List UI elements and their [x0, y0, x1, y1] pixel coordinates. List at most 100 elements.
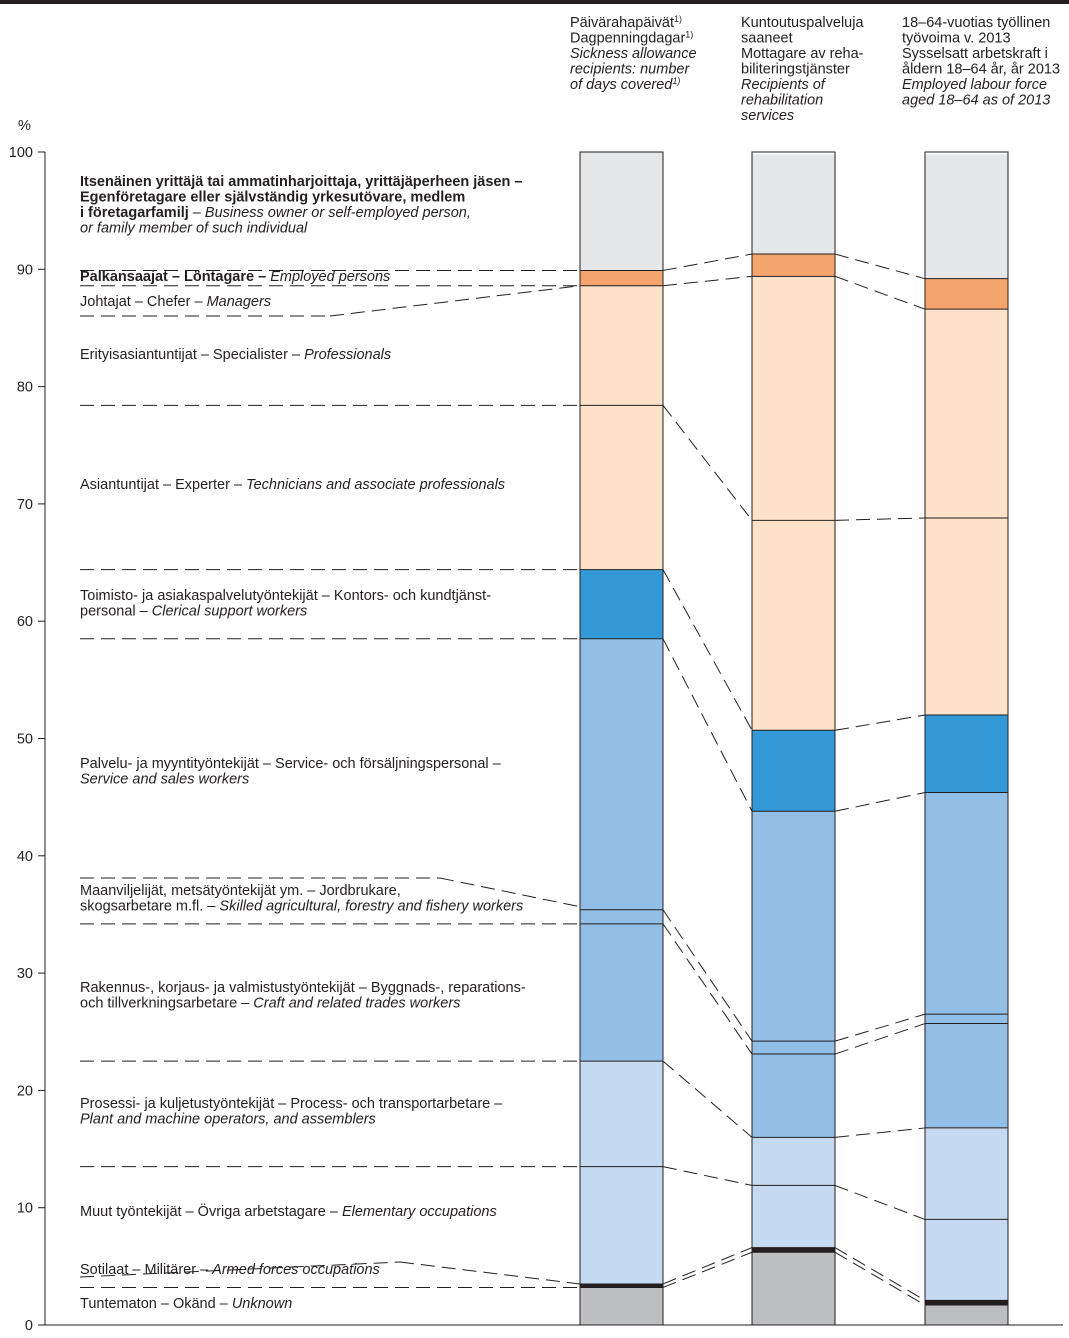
bar-column-3 [924, 151, 1009, 1326]
leader-armed-b [399, 1261, 581, 1285]
column-header-3: 18–64-vuotias työllinen työvoima v. 2013 S… [902, 15, 1060, 109]
y-tick-label: 60 [17, 614, 33, 630]
y-tick-label: 70 [17, 497, 33, 513]
bar-segment-technicians [580, 405, 663, 570]
bar-segment-armed_forces [580, 1283, 663, 1288]
label-plant_machine: Prosessi- ja kuljetustyöntekijät – Proce… [80, 1096, 503, 1128]
connector-2-3 [834, 1013, 926, 1042]
bar-segment-elementary [752, 1185, 835, 1248]
connector-2-3 [834, 275, 926, 310]
bar-outline [751, 151, 836, 1326]
bar-outline [579, 151, 664, 1326]
label-armed_forces: Sotilaat – Militärer – Armed forces occu… [80, 1262, 380, 1278]
stacked-bars [579, 151, 1009, 1326]
connector-1-2 [662, 923, 753, 1055]
column-header-1: Päivärahapäivät1) Dagpenningdagar1) Sickne… [570, 14, 697, 93]
y-tick-label: 30 [17, 966, 33, 982]
column-header-2: Kuntoutuspalveluja saaneet Mottagare av re… [741, 15, 864, 124]
bar-segment-agricultural [752, 1041, 835, 1055]
label-service_sales: Palvelu- ja myyntityöntekijät – Service-… [80, 756, 502, 788]
label-elementary: Muut työntekijät – Övriga arbetstagare –… [80, 1202, 497, 1220]
bar-segment-elementary [925, 1219, 1008, 1301]
bar-segment-craft_trades [752, 1054, 835, 1138]
y-tick-label: 90 [17, 262, 33, 278]
label-technicians: Asiantuntijat – Experter – Technicians a… [80, 477, 505, 493]
connector-2-3 [834, 1184, 926, 1220]
connector-1-2 [662, 909, 753, 1042]
connector-2-3 [834, 1127, 926, 1138]
y-tick-label: 100 [9, 145, 33, 161]
bar-column-2 [751, 151, 836, 1326]
connector-2-3 [834, 1251, 926, 1306]
bar-segment-service_sales [752, 811, 835, 1042]
y-tick-label: 40 [17, 849, 33, 865]
label-unknown: Tuntematon – Okänd – Unknown [80, 1296, 292, 1312]
y-tick-label: 0 [25, 1318, 33, 1334]
leader-mgr-b [329, 285, 581, 317]
label-professionals: Erityisasiantuntijat – Specialister – Pr… [80, 347, 391, 363]
connector-1-2 [662, 1251, 753, 1288]
bar-segment-self_employed [752, 154, 835, 255]
bar-segment-technicians [752, 520, 835, 731]
bar-outline [924, 151, 1009, 1326]
bar-segment-armed_forces [925, 1300, 1008, 1306]
bar-segment-professionals [580, 285, 663, 406]
connector-1-2 [662, 1247, 753, 1285]
y-axis: 0 10 20 30 40 50 60 70 80 90 100 [9, 145, 1063, 1334]
bar-segment-unknown [580, 1287, 663, 1325]
bar-segment-elementary [580, 1166, 663, 1284]
bar-segment-service_sales [580, 638, 663, 910]
bar-segment-armed_forces [752, 1247, 835, 1253]
bar-segment-professionals [752, 276, 835, 521]
connector-2-3 [834, 791, 926, 812]
connector-1-2 [662, 405, 753, 521]
y-tick-label: 10 [17, 1201, 33, 1217]
bar-segment-managers [752, 254, 835, 277]
bar-segment-clerical [580, 569, 663, 639]
top-rule [0, 0, 1069, 4]
connector-1-2 [662, 1060, 753, 1138]
bar-segment-unknown [752, 1252, 835, 1325]
bar-segment-craft_trades [925, 1023, 1008, 1128]
connector-2-3 [834, 714, 926, 731]
bar-segment-self_employed [580, 152, 663, 271]
connector-1-2 [662, 275, 753, 287]
connector-1-2 [662, 638, 753, 812]
bar-segment-plant_machine [752, 1137, 835, 1186]
bar-segment-clerical [925, 715, 1008, 793]
y-tick-label: 80 [17, 380, 33, 396]
dashed-connectors [79, 253, 926, 1306]
label-self_employed: Itsenäinen yrittäjä tai ammatinharjoitta… [80, 174, 522, 237]
label-clerical: Toimisto- ja asiakaspalvelutyöntekijät –… [80, 588, 491, 620]
leader-agri-b [439, 877, 581, 908]
connector-1-2 [662, 569, 753, 731]
bar-segment-professionals [925, 309, 1008, 518]
bar-segment-service_sales [925, 792, 1008, 1015]
bar-segment-craft_trades [580, 923, 663, 1062]
y-unit-label: % [18, 118, 31, 134]
leader-armed-a [79, 1261, 401, 1278]
column-headers: Päivärahapäivät1) Dagpenningdagar1) Sickne… [570, 14, 1060, 124]
bar-column-1 [579, 151, 664, 1326]
label-employed_persons: Palkansaajat – Löntagare – Employed pers… [80, 269, 390, 285]
connector-2-3 [834, 517, 926, 521]
label-craft_trades: Rakennus-, korjaus- ja valmistustyönteki… [80, 980, 526, 1012]
bar-segment-clerical [752, 730, 835, 812]
bar-segment-unknown [925, 1305, 1008, 1325]
bar-segment-agricultural [925, 1014, 1008, 1024]
bar-segment-managers [925, 278, 1008, 310]
category-labels: Tuntematon – Okänd – Unknown Sotilaat – M… [80, 174, 526, 1312]
label-agricultural: Maanviljelijät, metsätyöntekijät ym. – J… [80, 883, 523, 915]
bar-segment-plant_machine [925, 1127, 1008, 1220]
bar-segment-agricultural [580, 909, 663, 924]
bar-segment-plant_machine [580, 1061, 663, 1167]
connector-2-3 [834, 1247, 926, 1301]
connector-1-2 [662, 253, 753, 271]
y-tick-label: 50 [17, 732, 33, 748]
connector-1-2 [662, 1166, 753, 1186]
bar-segment-managers [580, 270, 663, 286]
y-tick-label: 20 [17, 1083, 33, 1099]
bar-segment-self_employed [925, 154, 1008, 279]
label-managers: Johtajat – Chefer – Managers [80, 294, 271, 310]
